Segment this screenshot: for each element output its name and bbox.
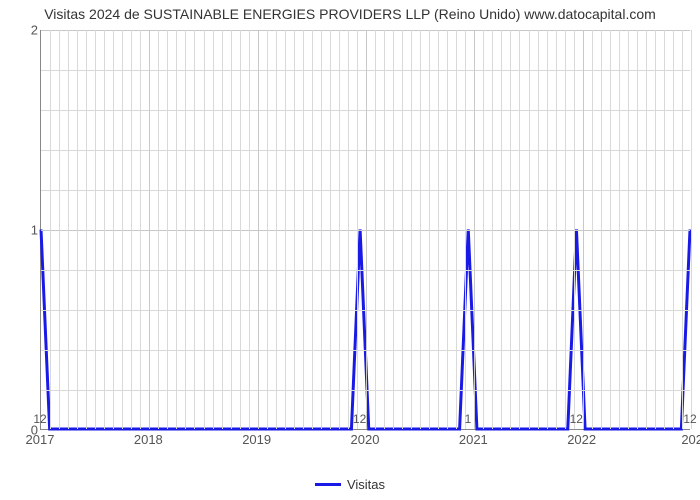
x-tick-label-cut: 202 — [681, 432, 700, 447]
gridline-v-major — [366, 30, 367, 429]
gridline-v-minor — [411, 30, 412, 429]
x-tick-label: 2021 — [459, 432, 488, 447]
gridline-v-minor — [357, 30, 358, 429]
y-tick-label: 1 — [8, 223, 38, 238]
gridline-v-minor — [113, 30, 114, 429]
gridline-v-minor — [465, 30, 466, 429]
plot-area — [40, 30, 690, 430]
gridline-v-major — [258, 30, 259, 429]
gridline-v-minor — [393, 30, 394, 429]
gridline-v-minor — [402, 30, 403, 429]
gridline-v-minor — [167, 30, 168, 429]
x-tick-label: 2020 — [351, 432, 380, 447]
gridline-v-minor — [86, 30, 87, 429]
legend-item-visitas: Visitas — [315, 477, 385, 492]
gridline-v-minor — [68, 30, 69, 429]
gridline-v-minor — [95, 30, 96, 429]
gridline-v-minor — [673, 30, 674, 429]
gridline-v-minor — [592, 30, 593, 429]
legend-label: Visitas — [347, 477, 385, 492]
gridline-v-minor — [276, 30, 277, 429]
gridline-v-minor — [601, 30, 602, 429]
gridline-v-minor — [628, 30, 629, 429]
gridline-v-minor — [682, 30, 683, 429]
gridline-v-minor — [529, 30, 530, 429]
data-point-label: 1 — [465, 412, 472, 426]
gridline-v-minor — [384, 30, 385, 429]
gridline-v-minor — [231, 30, 232, 429]
gridline-v-minor — [420, 30, 421, 429]
gridline-v-minor — [619, 30, 620, 429]
gridline-v-minor — [646, 30, 647, 429]
visits-chart: Visitas 2024 de SUSTAINABLE ENERGIES PRO… — [0, 0, 700, 500]
gridline-v-minor — [140, 30, 141, 429]
gridline-v-minor — [483, 30, 484, 429]
gridline-v-minor — [501, 30, 502, 429]
gridline-v-minor — [194, 30, 195, 429]
gridline-v-minor — [222, 30, 223, 429]
gridline-v-minor — [447, 30, 448, 429]
x-tick-label: 2022 — [567, 432, 596, 447]
x-tick-label: 2019 — [242, 432, 271, 447]
gridline-v-major — [149, 30, 150, 429]
gridline-v-minor — [574, 30, 575, 429]
gridline-v-minor — [249, 30, 250, 429]
gridline-v-minor — [538, 30, 539, 429]
legend-swatch — [315, 483, 341, 486]
gridline-v-minor — [655, 30, 656, 429]
chart-title: Visitas 2024 de SUSTAINABLE ENERGIES PRO… — [0, 6, 700, 22]
gridline-v-minor — [312, 30, 313, 429]
gridline-v-minor — [565, 30, 566, 429]
gridline-v-minor — [240, 30, 241, 429]
data-point-label: 12 — [33, 412, 46, 426]
gridline-v-minor — [294, 30, 295, 429]
gridline-v-minor — [104, 30, 105, 429]
gridline-v-minor — [438, 30, 439, 429]
gridline-v-major — [583, 30, 584, 429]
gridline-v-minor — [185, 30, 186, 429]
gridline-v-minor — [429, 30, 430, 429]
data-point-label: 12 — [353, 412, 366, 426]
data-point-label: 12 — [683, 412, 696, 426]
gridline-v-minor — [456, 30, 457, 429]
gridline-v-minor — [59, 30, 60, 429]
gridline-v-minor — [492, 30, 493, 429]
gridline-v-minor — [321, 30, 322, 429]
gridline-v-minor — [303, 30, 304, 429]
gridline-v-minor — [610, 30, 611, 429]
gridline-v-minor — [267, 30, 268, 429]
gridline-v-minor — [213, 30, 214, 429]
gridline-v-minor — [547, 30, 548, 429]
gridline-v-minor — [348, 30, 349, 429]
gridline-v-minor — [519, 30, 520, 429]
gridline-v-minor — [510, 30, 511, 429]
gridline-v-minor — [77, 30, 78, 429]
gridline-v-minor — [637, 30, 638, 429]
gridline-v-minor — [204, 30, 205, 429]
gridline-v-minor — [50, 30, 51, 429]
data-point-label: 12 — [570, 412, 583, 426]
gridline-v-minor — [131, 30, 132, 429]
gridline-v-major — [474, 30, 475, 429]
gridline-v-minor — [158, 30, 159, 429]
gridline-v-minor — [375, 30, 376, 429]
legend: Visitas — [0, 474, 700, 492]
gridline-v-minor — [339, 30, 340, 429]
y-tick-label: 2 — [8, 23, 38, 38]
gridline-v-minor — [556, 30, 557, 429]
gridline-v-minor — [664, 30, 665, 429]
gridline-v-minor — [285, 30, 286, 429]
x-tick-label: 2018 — [134, 432, 163, 447]
gridline-v-minor — [122, 30, 123, 429]
gridline-v-minor — [691, 30, 692, 429]
gridline-v-minor — [176, 30, 177, 429]
gridline-v-minor — [330, 30, 331, 429]
x-tick-label: 2017 — [26, 432, 55, 447]
